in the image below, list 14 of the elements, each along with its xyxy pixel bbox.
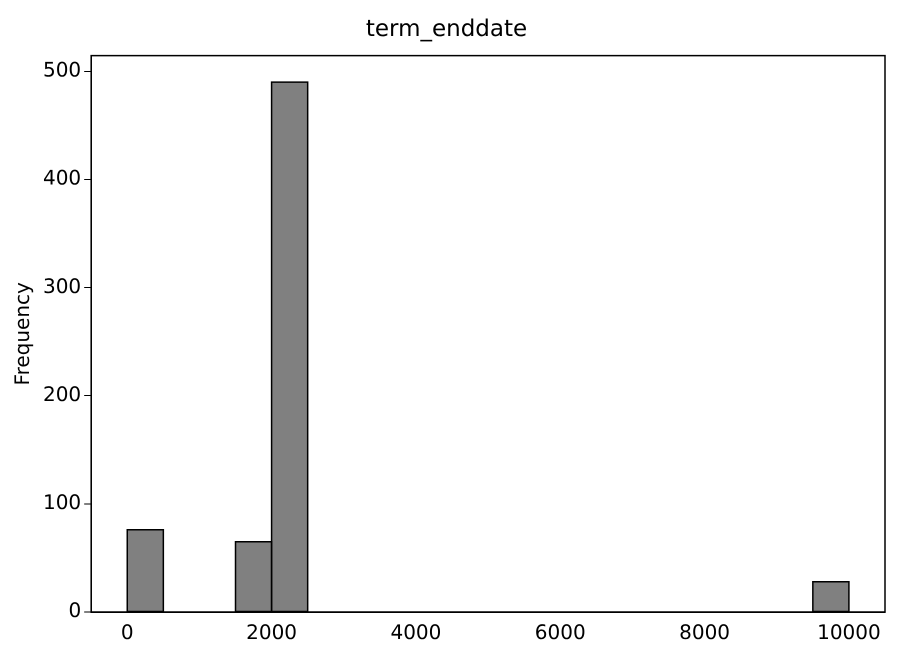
y-tick-label: 400 (42, 166, 82, 190)
y-tick-label: 300 (42, 274, 82, 298)
x-tick-label: 8000 (679, 620, 730, 644)
y-tick-label: 0 (68, 598, 82, 622)
y-axis-title: Frequency (10, 282, 34, 386)
chart-title: term_enddate (366, 16, 528, 42)
x-tick-label: 0 (120, 620, 134, 644)
y-tick-label: 100 (42, 490, 82, 514)
x-tick-label: 10000 (817, 620, 881, 644)
y-tick-label: 200 (42, 382, 82, 406)
x-tick-label: 2000 (246, 620, 298, 644)
x-tick-label: 4000 (390, 620, 442, 644)
x-tick-label: 6000 (534, 620, 586, 644)
y-tick-label: 500 (42, 57, 82, 82)
